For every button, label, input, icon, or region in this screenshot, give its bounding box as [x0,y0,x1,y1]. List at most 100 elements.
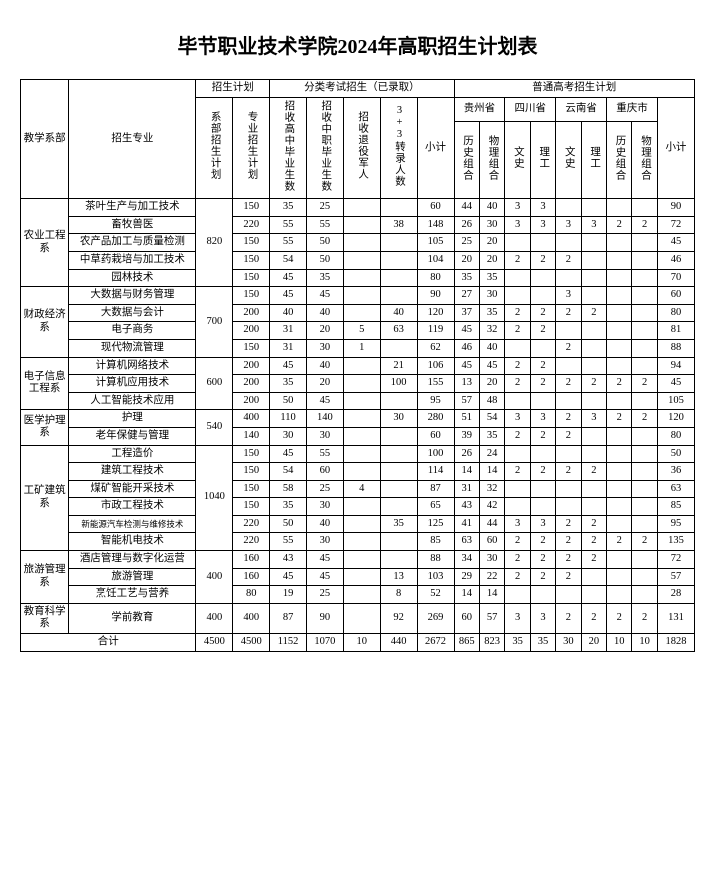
major-cell: 烹饪工艺与营养 [69,586,196,604]
data-cell [581,445,606,463]
data-cell: 39 [454,427,479,445]
data-cell [607,251,632,269]
totals-cell: 823 [479,634,504,652]
data-cell [556,234,581,252]
major-cell: 大数据与财务管理 [69,287,196,305]
data-cell: 40 [479,199,504,217]
data-cell: 55 [270,234,307,252]
data-cell: 2 [607,375,632,393]
data-cell: 80 [657,304,694,322]
data-cell: 60 [454,603,479,633]
data-cell [343,234,380,252]
data-cell: 30 [479,551,504,569]
data-cell [607,322,632,340]
data-cell: 65 [417,498,454,516]
data-cell: 60 [657,287,694,305]
data-cell [581,339,606,357]
data-cell: 30 [307,498,344,516]
data-cell: 150 [233,251,270,269]
data-cell [343,304,380,322]
totals-cell: 10 [343,634,380,652]
data-cell: 60 [307,463,344,481]
data-cell: 200 [233,304,270,322]
dept-plan-cell: 820 [196,199,233,287]
data-cell [380,199,417,217]
data-cell: 62 [417,339,454,357]
hdr-gaokao-group: 普通高考招生计划 [454,80,694,98]
data-cell [607,234,632,252]
data-cell: 200 [233,357,270,375]
data-cell: 90 [657,199,694,217]
data-cell: 25 [307,199,344,217]
data-cell: 280 [417,410,454,428]
data-cell [380,427,417,445]
dept-plan-cell: 1040 [196,445,233,551]
data-cell: 35 [479,269,504,287]
hdr-retired: 招收退役军人 [343,97,380,199]
data-cell: 2 [505,463,530,481]
data-cell: 85 [657,498,694,516]
data-cell: 2 [505,251,530,269]
major-cell: 计算机应用技术 [69,375,196,393]
data-cell [343,463,380,481]
data-cell: 3 [505,603,530,633]
data-cell: 27 [454,287,479,305]
major-cell: 学前教育 [69,603,196,633]
data-cell: 25 [307,586,344,604]
data-cell [343,287,380,305]
data-cell: 2 [607,533,632,551]
major-cell: 现代物流管理 [69,339,196,357]
dept-cell: 教育科学系 [21,603,69,633]
major-cell: 茶叶生产与加工技术 [69,199,196,217]
data-cell: 45 [454,322,479,340]
data-cell [380,463,417,481]
data-cell: 35 [454,269,479,287]
data-cell: 150 [233,269,270,287]
data-cell: 35 [479,304,504,322]
data-cell [380,533,417,551]
data-cell [607,463,632,481]
data-cell: 31 [454,480,479,498]
major-cell: 畜牧兽医 [69,216,196,234]
totals-cell: 10 [632,634,657,652]
data-cell: 3 [505,515,530,533]
data-cell: 55 [270,216,307,234]
data-cell [505,392,530,410]
data-cell: 40 [307,357,344,375]
data-cell: 2 [530,322,555,340]
hdr-sc-li: 理工 [530,122,555,199]
data-cell: 19 [270,586,307,604]
data-cell: 26 [454,216,479,234]
table-row: 市政工程技术150353065434285 [21,498,695,516]
data-cell: 4 [343,480,380,498]
data-cell: 2 [505,568,530,586]
enrollment-table: 教学系部 招生专业 招生计划 分类考试招生（已录取） 普通高考招生计划 系部招生… [20,79,695,652]
data-cell: 269 [417,603,454,633]
data-cell: 103 [417,568,454,586]
data-cell: 160 [233,568,270,586]
hdr-zhongzhi: 招收中职毕业生数 [307,97,344,199]
data-cell [581,586,606,604]
data-cell: 94 [657,357,694,375]
data-cell [632,586,657,604]
data-cell: 26 [454,445,479,463]
major-cell: 电子商务 [69,322,196,340]
data-cell: 38 [380,216,417,234]
data-cell: 14 [479,586,504,604]
dept-cell: 工矿建筑系 [21,445,69,551]
data-cell: 30 [270,427,307,445]
data-cell: 150 [233,234,270,252]
hdr-gaozhong: 招收高中毕业生数 [270,97,307,199]
data-cell: 54 [270,463,307,481]
dept-plan-cell: 540 [196,410,233,445]
table-row: 财政经济系大数据与财务管理7001504545902730360 [21,287,695,305]
data-cell [632,392,657,410]
data-cell [530,586,555,604]
data-cell [530,287,555,305]
data-cell: 55 [270,533,307,551]
data-cell: 40 [307,515,344,533]
data-cell: 200 [233,322,270,340]
totals-row: 合计45004500115210701044026728658233535302… [21,634,695,652]
data-cell: 13 [380,568,417,586]
data-cell: 57 [479,603,504,633]
